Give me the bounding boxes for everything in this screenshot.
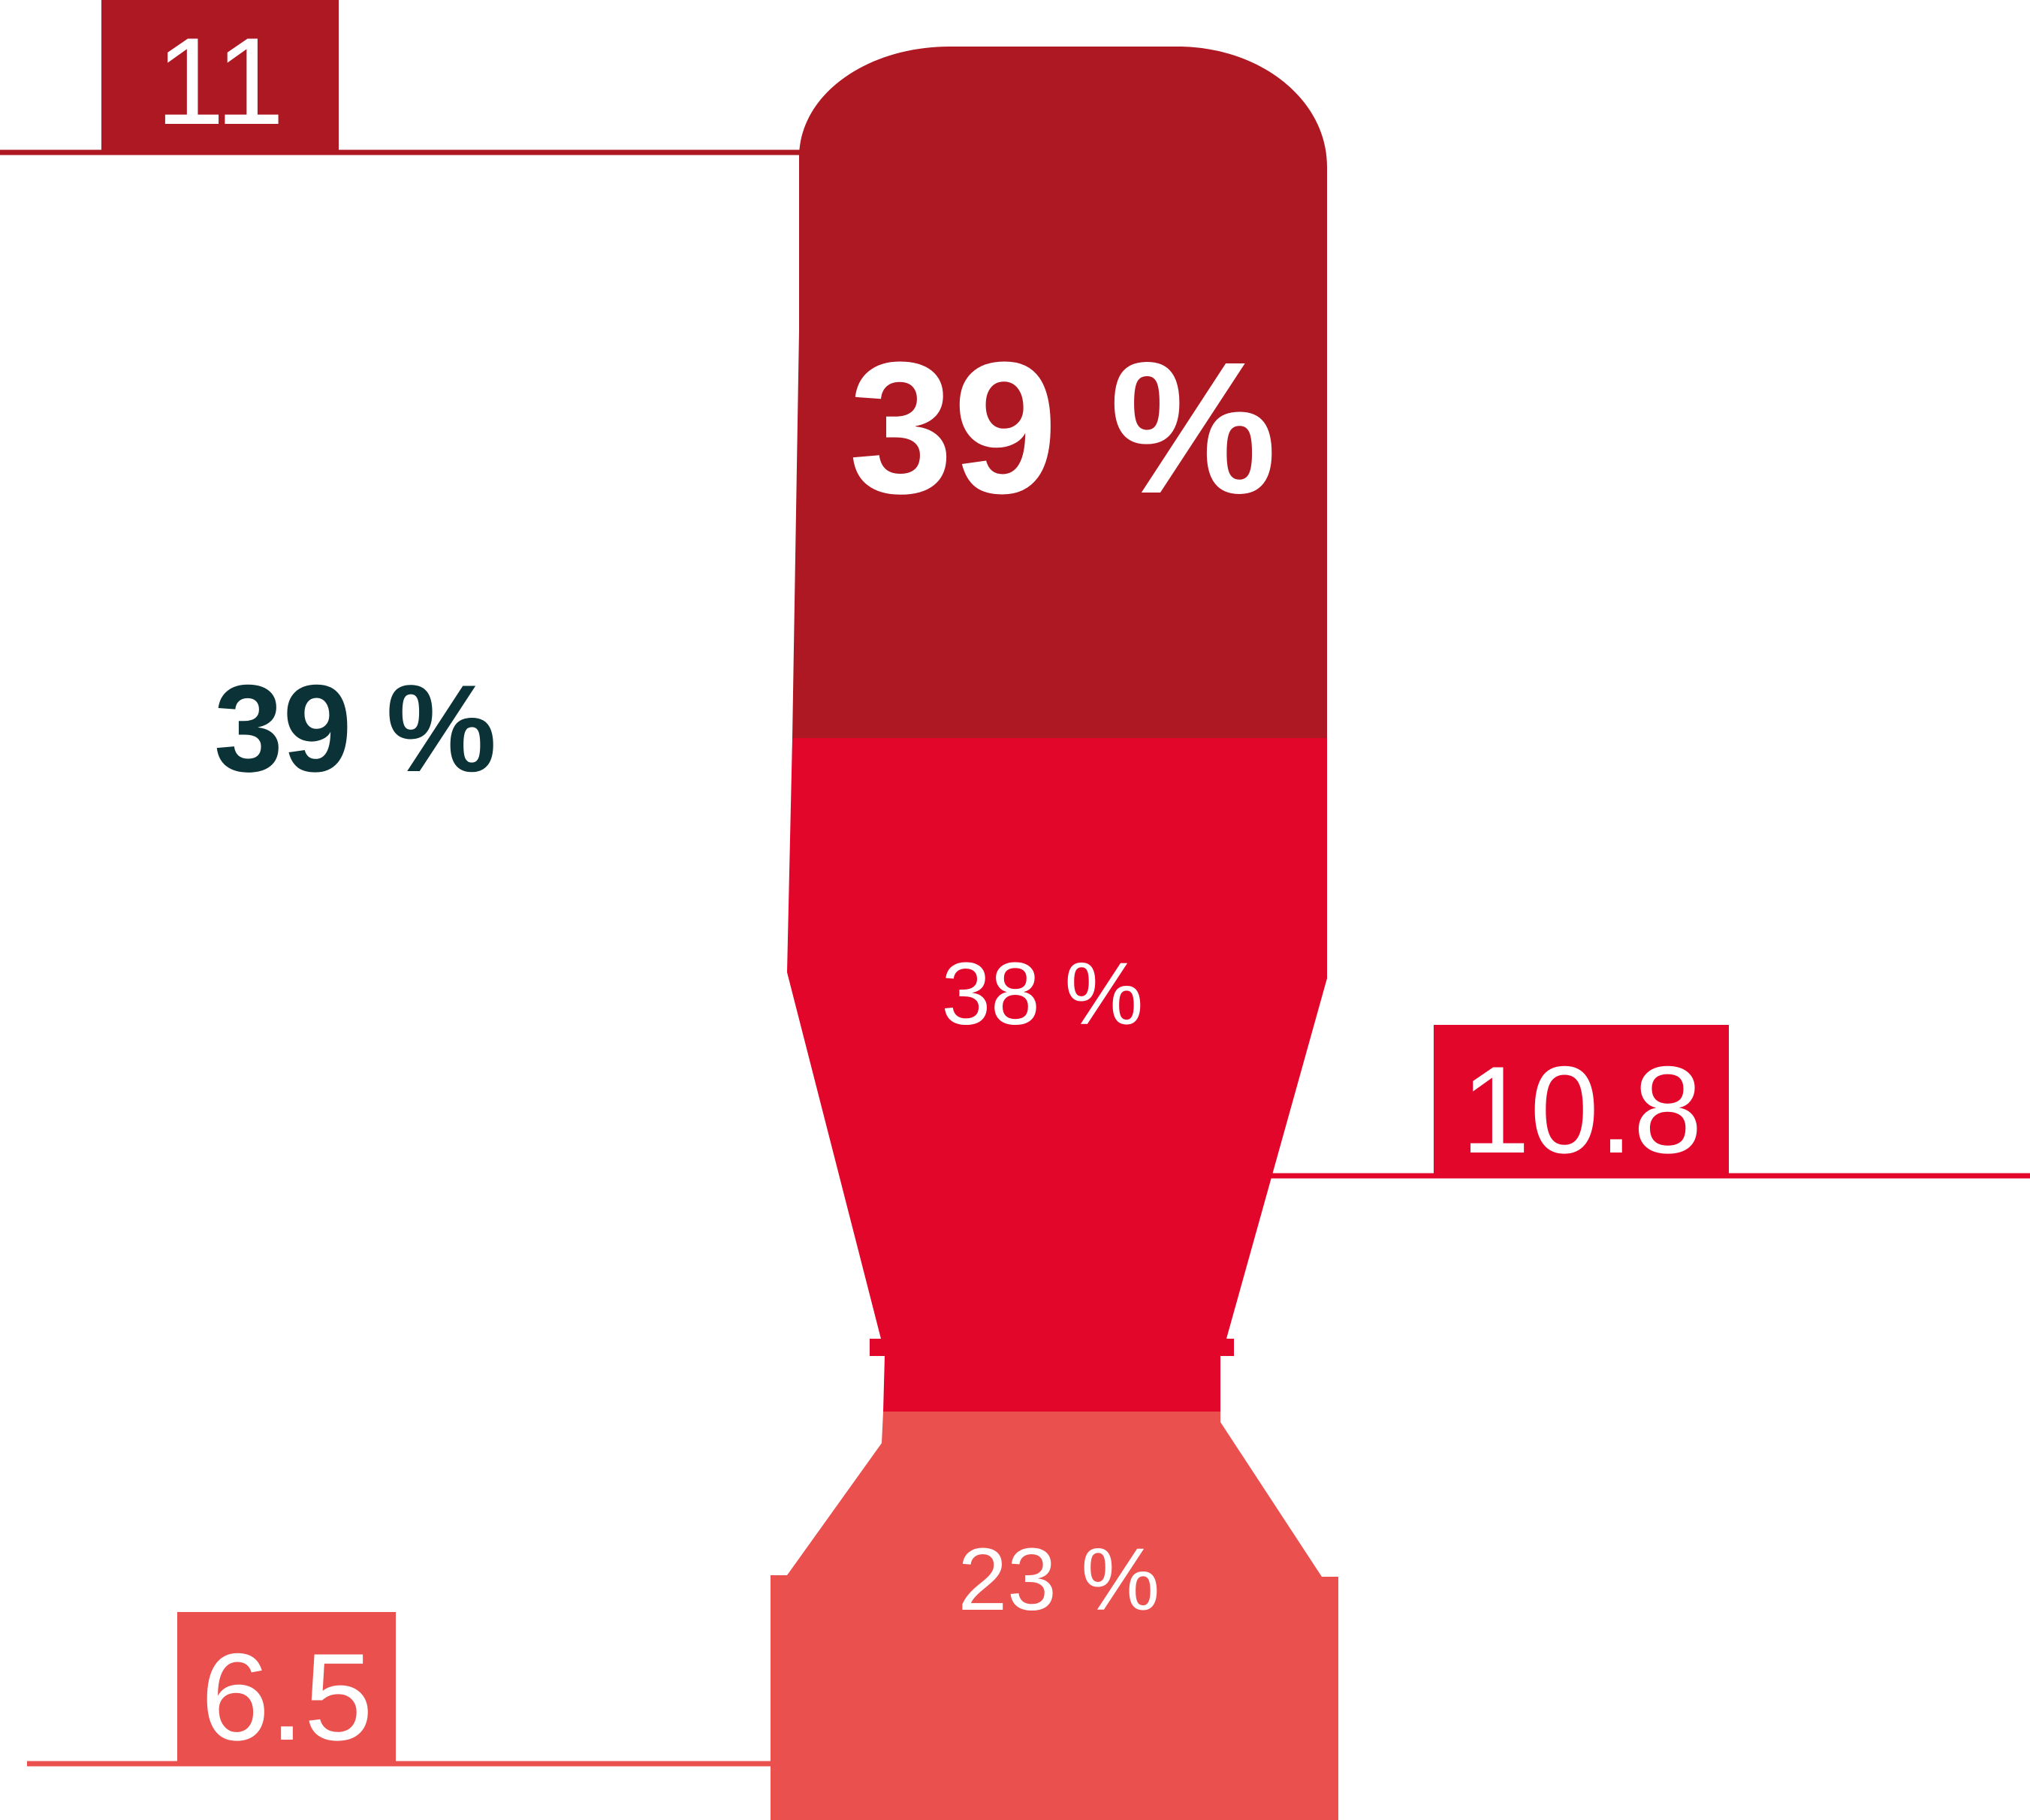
marker-box-bottom <box>177 1612 396 1761</box>
side-percent-label: 39 % <box>214 659 496 797</box>
marker-value-middle: 10.8 <box>1461 1041 1702 1179</box>
segment-middle-percent: 38 % <box>942 945 1144 1044</box>
marker-box-top <box>101 0 339 150</box>
marker-value-bottom: 6.5 <box>201 1628 373 1766</box>
segment-bottom-percent: 23 % <box>958 1530 1160 1629</box>
segment-bottom <box>771 1412 1338 1820</box>
segment-top <box>792 47 1327 738</box>
marker-box-middle <box>1434 1025 1729 1174</box>
segment-top-percent: 39 % <box>849 323 1277 532</box>
marker-value-top: 11 <box>155 12 284 150</box>
segment-middle <box>787 738 1327 1412</box>
